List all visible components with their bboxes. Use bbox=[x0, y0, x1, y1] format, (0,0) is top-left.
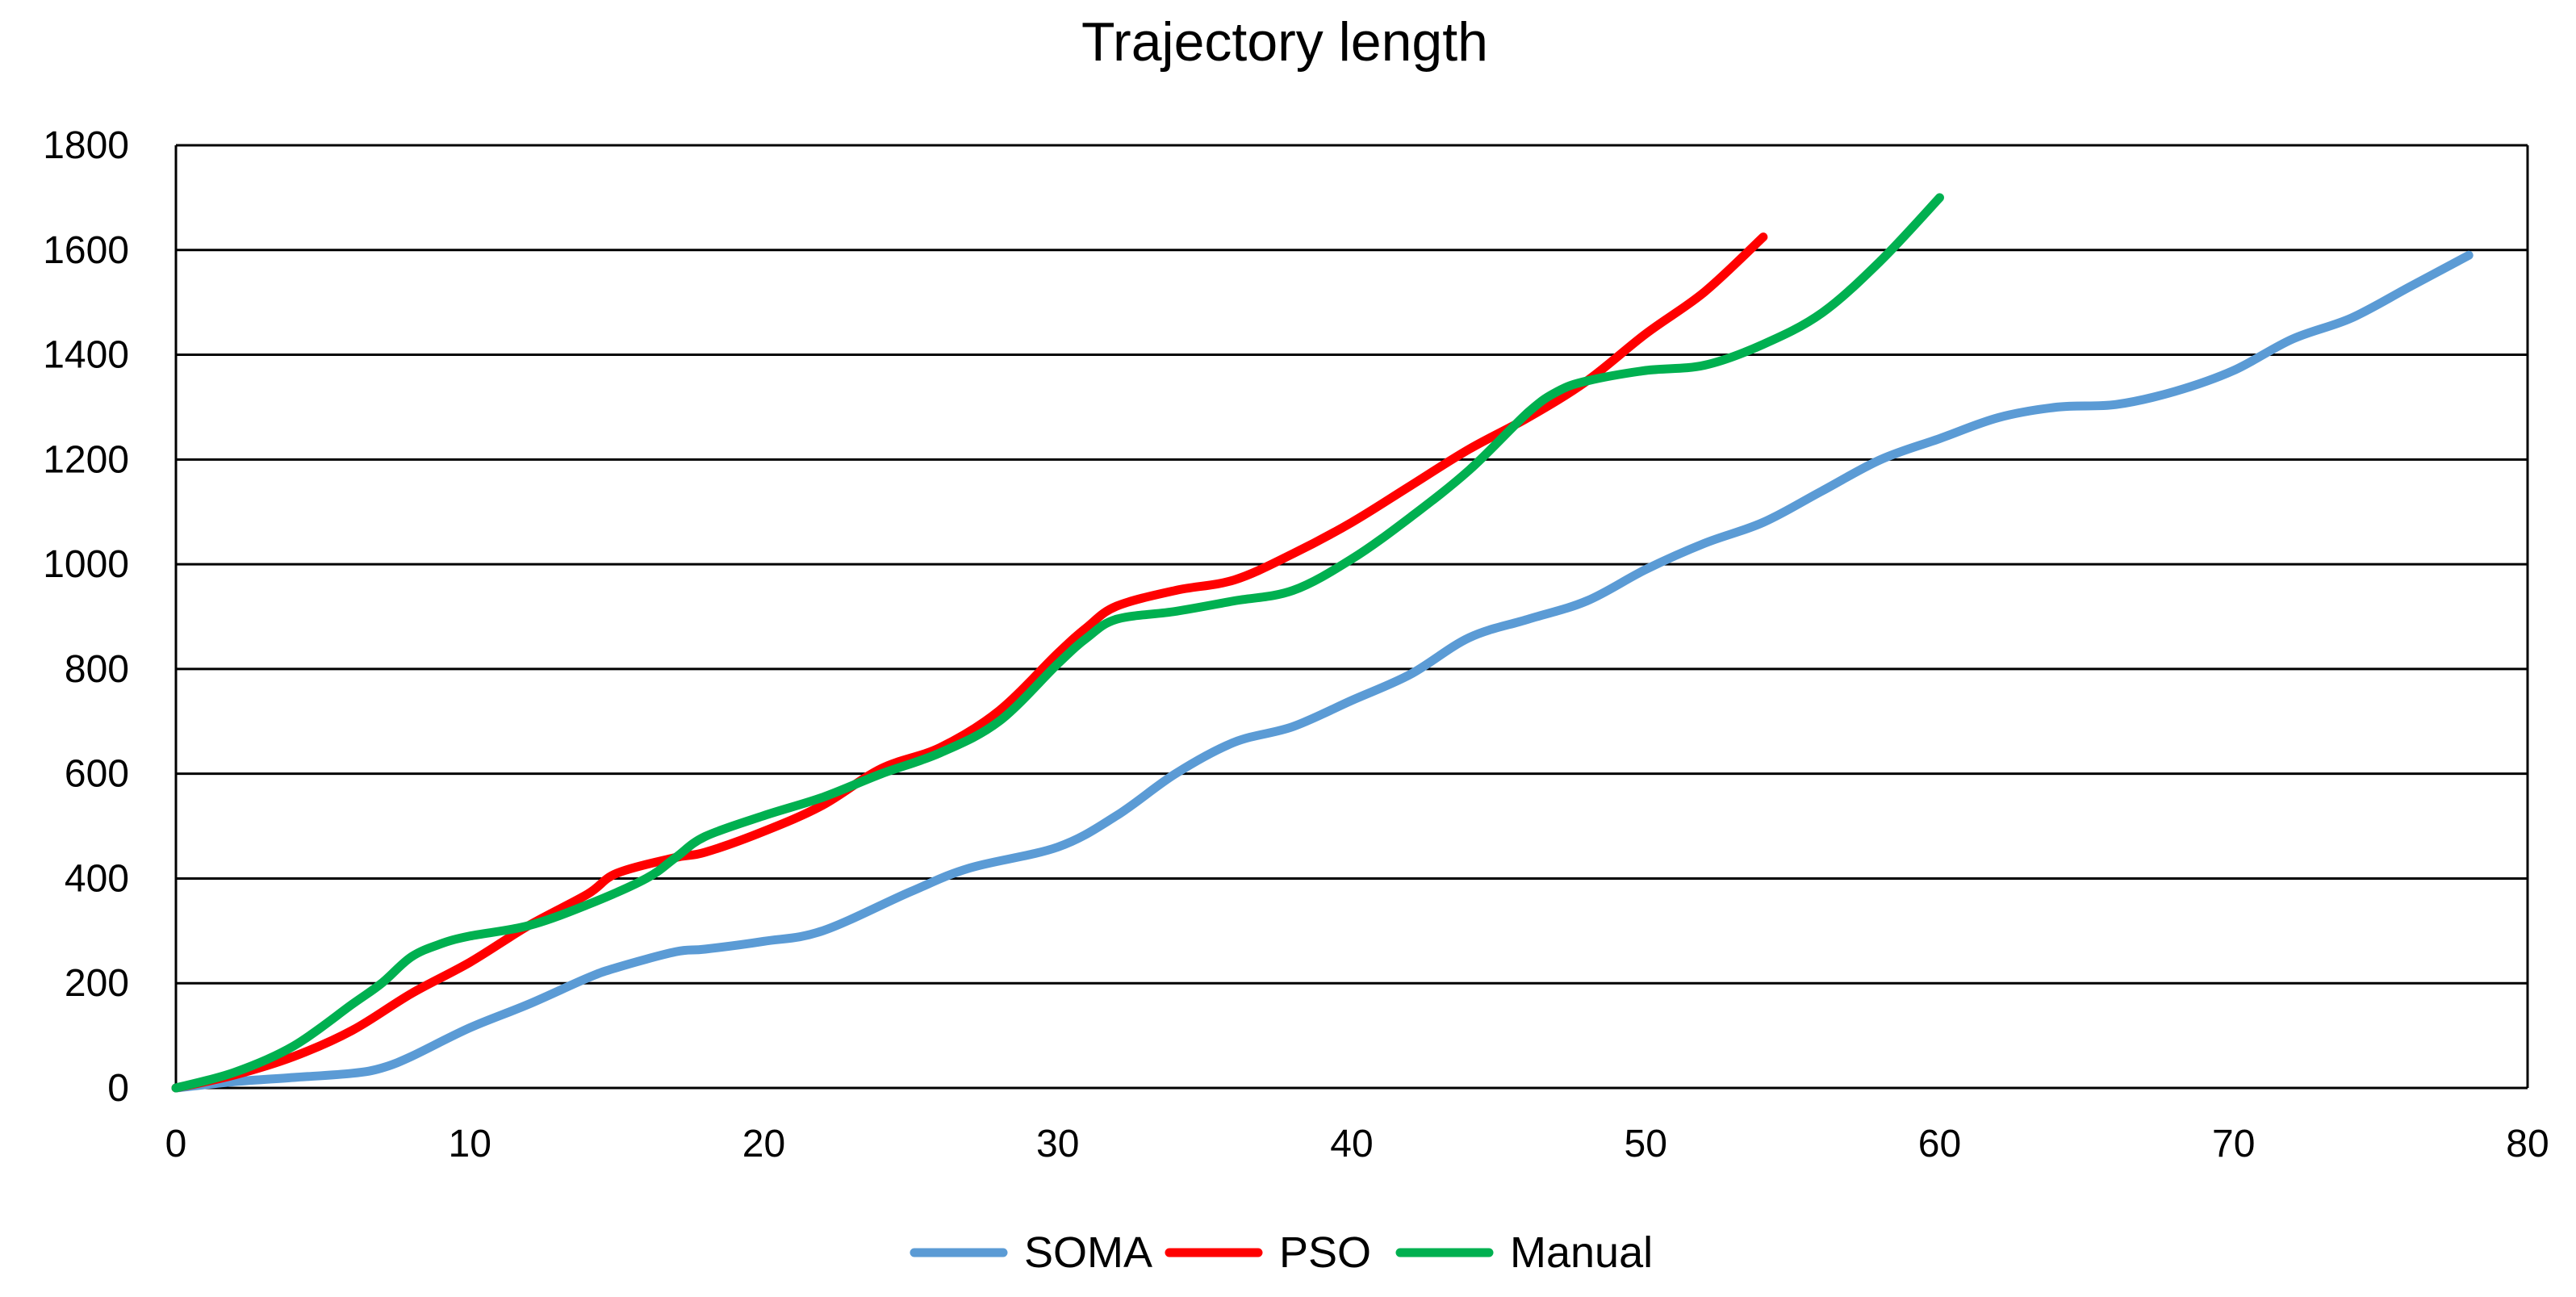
grid-layer bbox=[174, 144, 2529, 1090]
y-tick-label: 1400 bbox=[43, 334, 129, 377]
y-tick-label: 1600 bbox=[43, 229, 129, 272]
legend-label: Manual bbox=[1510, 1228, 1653, 1277]
legend-label: SOMA bbox=[1024, 1228, 1152, 1277]
y-tick-label: 400 bbox=[65, 857, 129, 900]
x-tick-label: 20 bbox=[742, 1123, 785, 1165]
y-tick-label: 1800 bbox=[43, 124, 129, 167]
x-tick-label: 50 bbox=[1625, 1123, 1667, 1165]
legend-item-soma: SOMA bbox=[910, 1228, 1152, 1277]
series-layer bbox=[171, 193, 2474, 1093]
x-tick-label: 40 bbox=[1330, 1123, 1373, 1165]
x-tick-label: 80 bbox=[2506, 1123, 2549, 1165]
series-line-soma bbox=[171, 250, 2474, 1093]
y-tick-label: 200 bbox=[65, 962, 129, 1005]
legend-label: PSO bbox=[1279, 1228, 1371, 1277]
x-tick-label: 60 bbox=[1918, 1123, 1961, 1165]
legend: SOMA PSO Manual bbox=[910, 1228, 1653, 1277]
x-tick-label: 0 bbox=[165, 1123, 187, 1165]
x-tick-label: 70 bbox=[2212, 1123, 2255, 1165]
y-tick-label: 800 bbox=[65, 648, 129, 691]
series-line-manual bbox=[171, 193, 1944, 1093]
chart-title: Trajectory length bbox=[1081, 11, 1488, 73]
x-tick-label: 10 bbox=[449, 1123, 491, 1165]
series-line-pso bbox=[171, 232, 1768, 1093]
y-tick-label: 0 bbox=[107, 1067, 129, 1110]
legend-item-manual: Manual bbox=[1395, 1228, 1653, 1277]
x-tick-label: 30 bbox=[1036, 1123, 1079, 1165]
y-tick-label: 1000 bbox=[43, 543, 129, 586]
y-tick-label: 600 bbox=[65, 753, 129, 796]
y-tick-label: 1200 bbox=[43, 438, 129, 481]
legend-item-pso: PSO bbox=[1165, 1228, 1371, 1277]
tick-label-layer: 0 200 400 600 800 1000 1200 1400 1600 1800 0 10 20 30… bbox=[43, 124, 2549, 1165]
